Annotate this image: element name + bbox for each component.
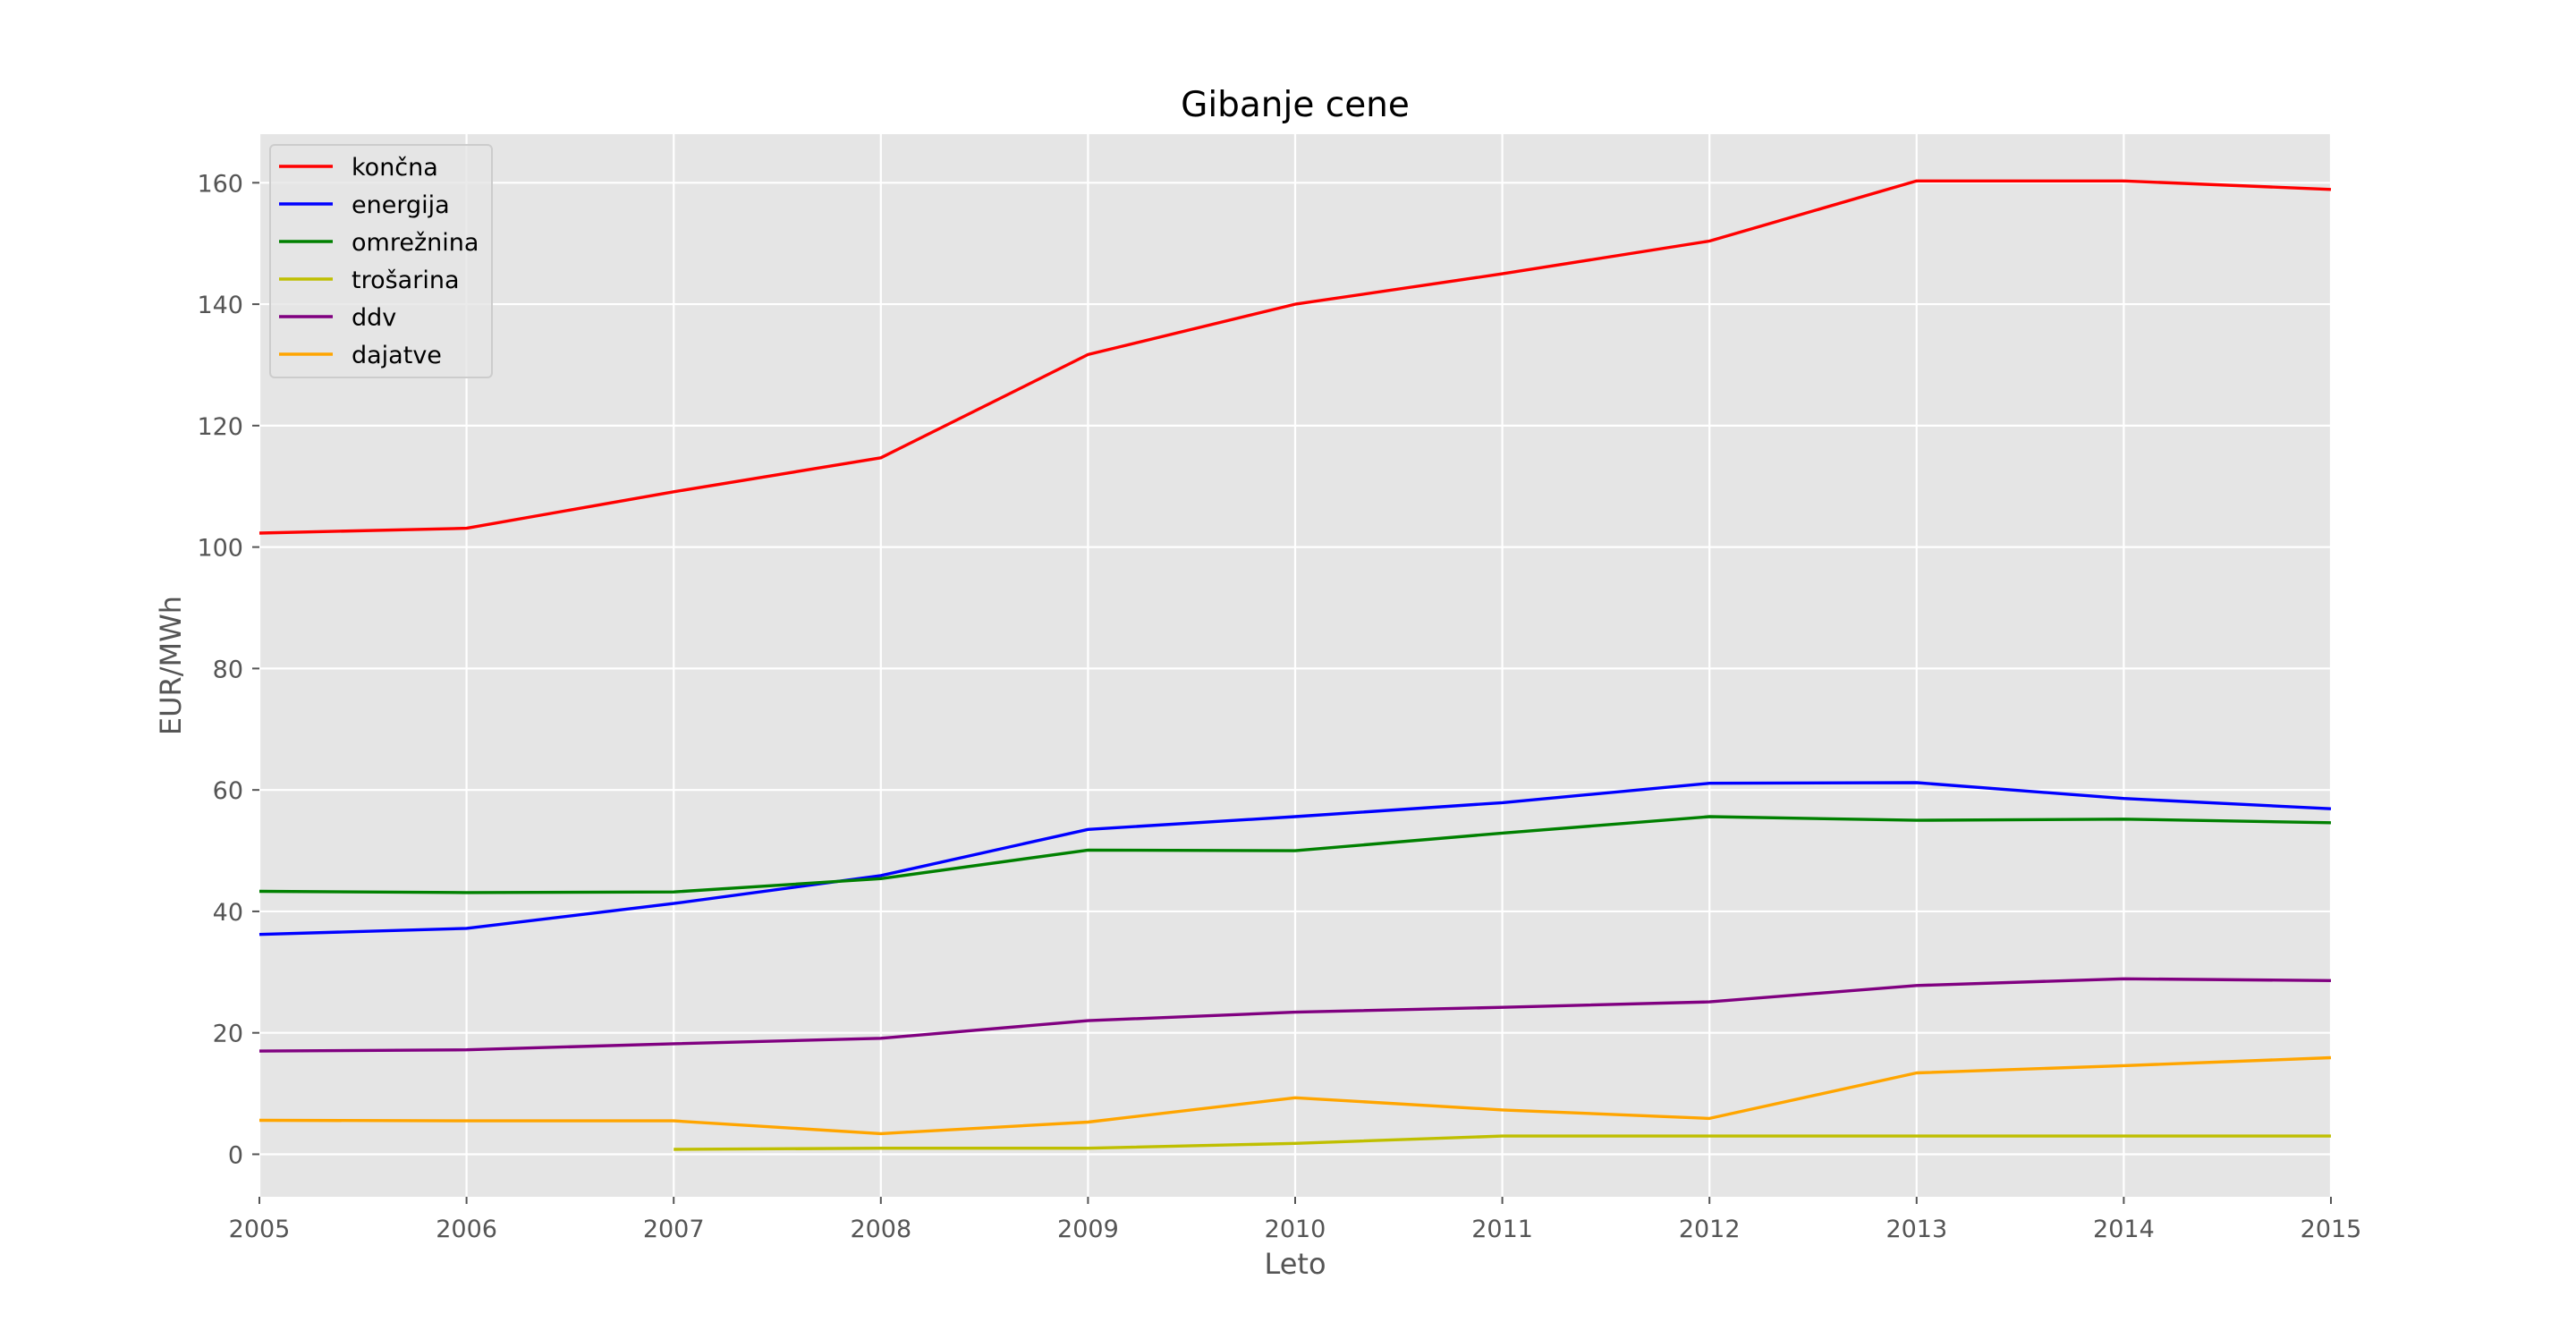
grid-lines bbox=[258, 134, 2333, 1197]
legend: končna energija omrežnina trošarina ddv dajat… bbox=[269, 144, 493, 378]
y-tick-label: 60 bbox=[213, 777, 243, 805]
x-tick-label: 2008 bbox=[850, 1216, 911, 1243]
x-axis: 2005 2006 2007 2008 2009 2010 2011 2012 2013 2014… bbox=[229, 1197, 2362, 1243]
y-tick-label: 160 bbox=[197, 170, 243, 198]
legend-label: omrežnina bbox=[352, 229, 479, 257]
x-tick-label: 2009 bbox=[1057, 1216, 1119, 1243]
legend-label: ddv bbox=[352, 304, 396, 332]
x-tick-label: 2012 bbox=[1679, 1216, 1741, 1243]
series-line-4 bbox=[674, 1134, 2331, 1151]
x-tick-label: 2015 bbox=[2301, 1216, 2362, 1243]
x-tick-label: 2011 bbox=[1471, 1216, 1533, 1243]
y-tick-label: 20 bbox=[213, 1021, 243, 1048]
x-tick-label: 2013 bbox=[1885, 1216, 1947, 1243]
x-tick-label: 2014 bbox=[2093, 1216, 2155, 1243]
series-line-1 bbox=[258, 179, 2332, 535]
x-axis-label: Leto bbox=[1264, 1247, 1326, 1281]
legend-label: končna bbox=[352, 154, 438, 182]
series-lines bbox=[258, 179, 2332, 1151]
x-tick-label: 2010 bbox=[1265, 1216, 1326, 1243]
series-line-6 bbox=[258, 1055, 2332, 1136]
y-tick-label: 40 bbox=[213, 899, 243, 927]
y-tick-label: 140 bbox=[197, 292, 243, 319]
x-tick-label: 2006 bbox=[436, 1216, 497, 1243]
series-line-5 bbox=[258, 977, 2332, 1053]
y-tick-label: 0 bbox=[228, 1141, 243, 1169]
series-line-2 bbox=[258, 781, 2332, 936]
x-tick-label: 2007 bbox=[643, 1216, 705, 1243]
y-axis: 0 20 40 60 80 100 120 140 160 bbox=[197, 170, 259, 1169]
y-tick-label: 100 bbox=[197, 535, 243, 563]
chart-title: Gibanje cene bbox=[1181, 85, 1410, 125]
legend-label: dajatve bbox=[352, 342, 442, 369]
y-tick-label: 120 bbox=[197, 413, 243, 441]
legend-label: energija bbox=[352, 191, 450, 219]
legend-label: trošarina bbox=[352, 267, 460, 294]
y-axis-label: EUR/MWh bbox=[154, 596, 188, 735]
series-line-3 bbox=[258, 815, 2332, 894]
x-tick-label: 2005 bbox=[229, 1216, 291, 1243]
y-tick-label: 80 bbox=[213, 656, 243, 683]
